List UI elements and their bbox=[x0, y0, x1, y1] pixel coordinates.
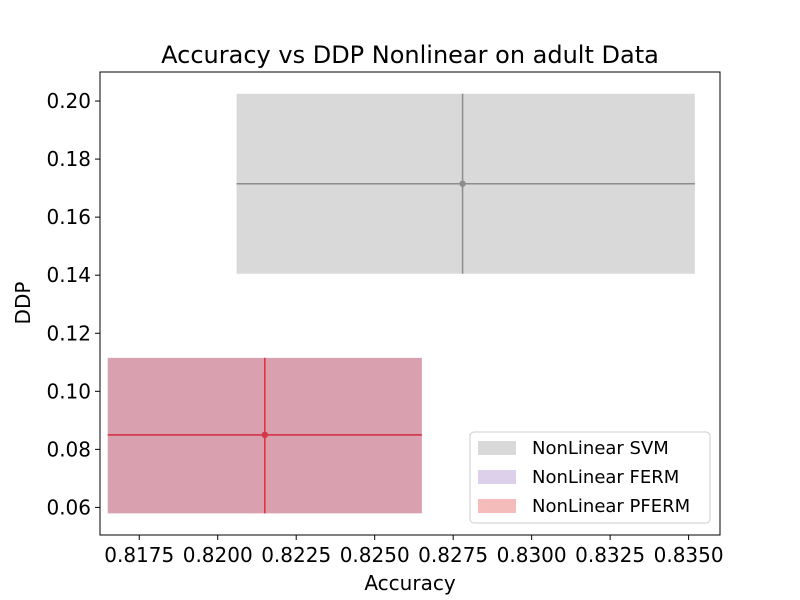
x-tick-label: 0.8325 bbox=[575, 543, 645, 567]
legend-swatch-2 bbox=[478, 499, 516, 513]
y-tick-label: 0.06 bbox=[46, 495, 91, 519]
error-bars bbox=[107, 93, 695, 514]
legend-label-0: NonLinear SVM bbox=[532, 438, 669, 459]
data-point-0 bbox=[459, 180, 466, 187]
legend-box bbox=[469, 431, 711, 524]
legend-swatch-0 bbox=[478, 441, 516, 455]
legend: NonLinear SVM NonLinear FERM NonLinear PFE… bbox=[469, 431, 711, 524]
x-tick-label: 0.8300 bbox=[497, 543, 567, 567]
y-axis-label: DDP bbox=[11, 282, 35, 325]
y-tick-label: 0.08 bbox=[46, 437, 91, 461]
legend-items: NonLinear SVM NonLinear FERM NonLinear PFE… bbox=[478, 438, 690, 517]
y-axis-ticks: 0.06 0.08 0.10 0.12 0.14 0.16 0.18 0.20 bbox=[46, 89, 100, 519]
x-tick-label: 0.8175 bbox=[104, 543, 174, 567]
x-tick-label: 0.8225 bbox=[261, 543, 331, 567]
y-tick-label: 0.12 bbox=[46, 321, 91, 345]
x-axis-ticks: 0.8175 0.8200 0.8225 0.8250 0.8275 0.8300 0.83… bbox=[104, 535, 724, 567]
legend-swatch-1 bbox=[478, 470, 516, 484]
x-tick-label: 0.8250 bbox=[340, 543, 410, 567]
y-tick-label: 0.14 bbox=[46, 263, 91, 287]
legend-label-2: NonLinear PFERM bbox=[532, 496, 690, 517]
y-tick-label: 0.16 bbox=[46, 205, 91, 229]
x-tick-label: 0.8200 bbox=[183, 543, 253, 567]
legend-label-1: NonLinear FERM bbox=[532, 467, 679, 488]
x-tick-label: 0.8275 bbox=[418, 543, 488, 567]
y-tick-label: 0.10 bbox=[46, 379, 91, 403]
x-axis-label: Accuracy bbox=[364, 571, 455, 595]
data-point-2 bbox=[261, 431, 269, 439]
chart-title: Accuracy vs DDP Nonlinear on adult Data bbox=[161, 41, 659, 69]
plot-frame bbox=[99, 71, 721, 536]
y-tick-label: 0.20 bbox=[46, 89, 91, 113]
y-tick-label: 0.18 bbox=[46, 147, 91, 171]
x-tick-label: 0.8350 bbox=[654, 543, 724, 567]
